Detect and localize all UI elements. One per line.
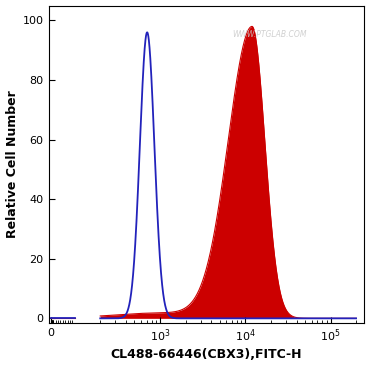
Text: WWW.PTGLAB.COM: WWW.PTGLAB.COM [232, 30, 307, 39]
X-axis label: CL488-66446(CBX3),FITC-H: CL488-66446(CBX3),FITC-H [111, 348, 302, 361]
Y-axis label: Relative Cell Number: Relative Cell Number [6, 90, 18, 238]
